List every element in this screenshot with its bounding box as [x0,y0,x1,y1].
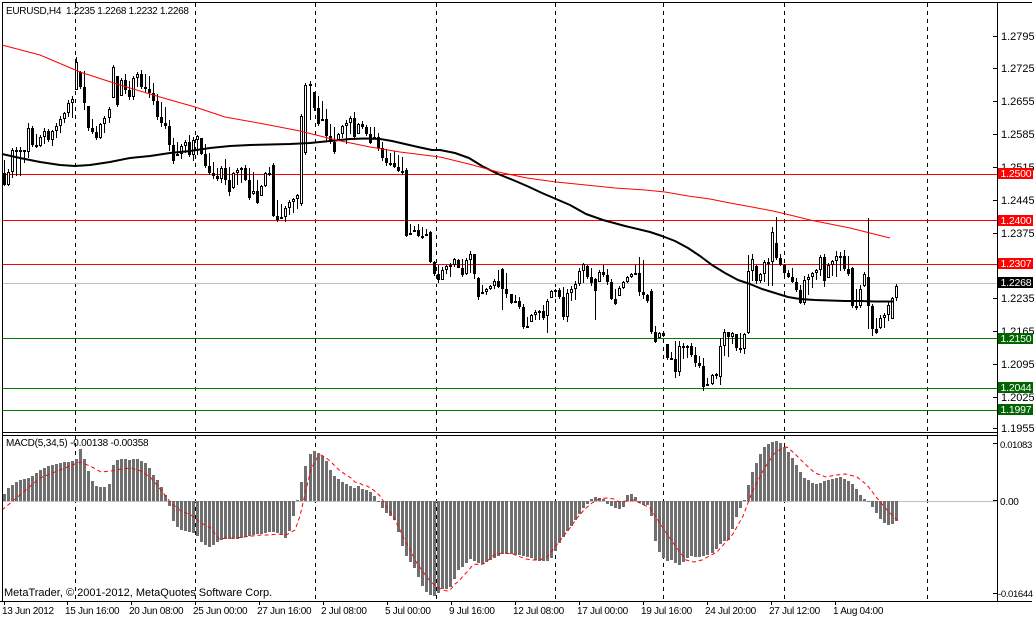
svg-text:15 Jun 16:00: 15 Jun 16:00 [65,606,120,617]
svg-text:24 Jul 20:00: 24 Jul 20:00 [705,606,757,617]
svg-text:MACD(5,34,5) -0.00138 -0.00358: MACD(5,34,5) -0.00138 -0.00358 [6,438,149,449]
svg-text:1.2500: 1.2500 [1001,168,1032,180]
svg-text:1.2795: 1.2795 [1001,31,1034,43]
svg-text:-0.01644: -0.01644 [998,589,1033,600]
svg-text:EURUSD,H4 1.2235 1.2268 1.223: EURUSD,H4 1.2235 1.2268 1.2232 1.2268 [6,6,189,17]
svg-text:5 Jul 00:00: 5 Jul 00:00 [385,606,431,617]
svg-text:1.2445: 1.2445 [1001,195,1034,207]
svg-text:0.00: 0.00 [1000,497,1019,508]
svg-text:19 Jul 16:00: 19 Jul 16:00 [641,606,693,617]
svg-text:1.2044: 1.2044 [1001,382,1032,394]
svg-text:1.2400: 1.2400 [1001,215,1032,227]
svg-text:1.2025: 1.2025 [1001,392,1034,404]
svg-text:MetaTrader, © 2001-2012, MetaQ: MetaTrader, © 2001-2012, MetaQuotes Soft… [4,587,272,599]
svg-text:25 Jun 00:00: 25 Jun 00:00 [193,606,248,617]
svg-text:0.01083: 0.01083 [1000,440,1032,451]
svg-text:27 Jun 16:00: 27 Jun 16:00 [257,606,312,617]
svg-text:1.2375: 1.2375 [1001,228,1034,240]
svg-text:1.2655: 1.2655 [1001,96,1034,108]
svg-text:1.2150: 1.2150 [1001,333,1032,345]
svg-text:1.2307: 1.2307 [1001,258,1032,270]
svg-text:27 Jul 12:00: 27 Jul 12:00 [769,606,821,617]
svg-text:2 Jul 08:00: 2 Jul 08:00 [321,606,367,617]
svg-text:1.2725: 1.2725 [1001,63,1034,75]
svg-text:1.2585: 1.2585 [1001,129,1034,141]
svg-text:12 Jul 08:00: 12 Jul 08:00 [513,606,565,617]
svg-text:1.1997: 1.1997 [1001,404,1032,416]
svg-text:1.2268: 1.2268 [1001,277,1032,289]
svg-text:20 Jun 08:00: 20 Jun 08:00 [129,606,184,617]
svg-text:17 Jul 00:00: 17 Jul 00:00 [577,606,629,617]
svg-text:9 Jul 16:00: 9 Jul 16:00 [449,606,495,617]
svg-text:1.2235: 1.2235 [1001,293,1034,305]
svg-text:1 Aug 04:00: 1 Aug 04:00 [833,606,884,617]
svg-text:1.2095: 1.2095 [1001,359,1034,371]
svg-text:1.1955: 1.1955 [1001,423,1034,435]
svg-text:13 Jun 2012: 13 Jun 2012 [2,606,54,617]
